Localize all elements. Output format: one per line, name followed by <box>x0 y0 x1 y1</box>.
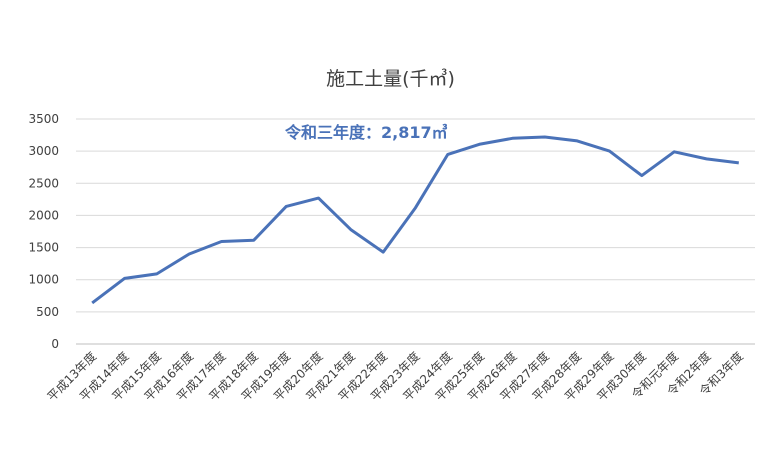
series-line <box>91 135 739 305</box>
y-tick-label: 500 <box>36 305 59 319</box>
y-axis-ticks: 0 500 1000 1500 2000 2500 3000 3500 <box>28 112 59 351</box>
y-tick-label: 2000 <box>28 208 59 222</box>
chart-title: 施工土量(千㎥) <box>326 68 455 90</box>
gridlines <box>76 118 755 345</box>
x-axis-ticks: 平成13年度平成14年度平成15年度平成16年度平成17年度平成18年度平成19… <box>44 349 746 404</box>
y-tick-label: 3000 <box>28 144 59 158</box>
chart-annotation: 令和三年度：2,817㎥ <box>285 123 448 142</box>
y-tick-label: 1000 <box>28 273 59 287</box>
series-line-group <box>91 135 739 305</box>
y-tick-label: 2500 <box>28 176 59 190</box>
y-tick-label: 0 <box>51 337 59 351</box>
y-tick-label: 3500 <box>28 112 59 126</box>
y-tick-label: 1500 <box>28 241 59 255</box>
